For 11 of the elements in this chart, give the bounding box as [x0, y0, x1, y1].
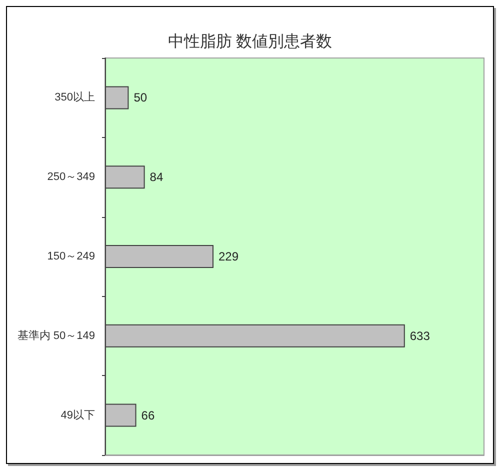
y-tick-label: 49以下	[60, 408, 95, 422]
y-tick-label: 150～249	[47, 250, 95, 262]
data-label: 66	[141, 408, 155, 422]
data-label: 50	[134, 90, 148, 105]
data-label: 633	[410, 328, 430, 343]
data-label: 229	[218, 250, 239, 264]
data-label: 84	[150, 170, 164, 184]
chart-title: 中性脂肪 数値別患者数	[168, 32, 332, 50]
y-tick-label: 基準内 50～149	[17, 328, 95, 342]
y-tick-label: 250～349	[47, 171, 95, 184]
y-tick-label: 350以上	[54, 90, 95, 104]
